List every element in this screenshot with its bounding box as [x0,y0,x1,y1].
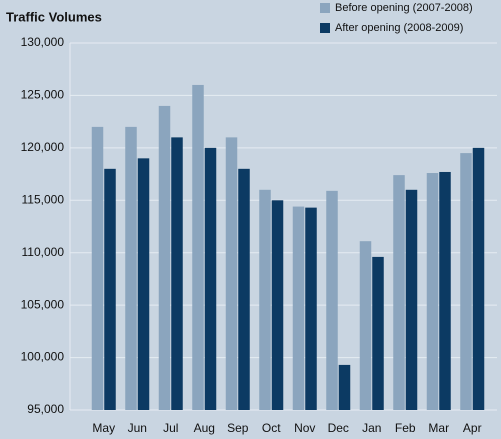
bar [271,200,284,410]
y-tick-label: 100,000 [21,350,65,364]
x-tick-label: Jan [362,421,381,435]
bar [460,153,472,410]
bar [137,158,150,410]
bar [305,207,317,410]
bar [426,173,439,410]
x-tick-label: Dec [328,421,349,435]
bar [225,137,238,410]
legend-label: Before opening (2007-2008) [335,2,473,14]
bar [171,137,183,410]
x-tick-label: Jul [163,421,178,435]
y-tick-label: 120,000 [21,140,65,154]
y-tick-label: 110,000 [22,245,65,259]
x-tick-label: Mar [428,421,449,435]
bar [204,147,217,410]
y-tick-label: 125,000 [21,88,65,102]
x-tick-label: Oct [262,421,281,435]
bar [439,171,451,410]
y-tick-label: 115,000 [22,192,65,206]
bar [91,126,104,410]
bar [359,241,372,410]
bar [259,189,271,410]
x-tick-label: Jun [128,421,147,435]
legend-label: After opening (2008-2009) [335,22,463,34]
bar [326,190,338,410]
x-tick-label: Sep [227,421,249,435]
bar [393,175,405,410]
x-tick-label: Nov [294,421,315,435]
bar [405,189,418,410]
x-tick-label: Feb [395,421,416,435]
chart-title: Traffic Volumes [6,9,102,24]
bar [158,105,171,411]
legend-swatch [320,23,330,33]
y-tick-label: 105,000 [21,297,65,311]
bar [104,168,116,410]
y-tick-label: 95,000 [27,402,64,416]
bar [125,126,137,410]
y-tick-label: 130,000 [21,35,65,49]
bar [238,168,250,410]
bar [372,256,384,410]
bar [472,147,485,410]
legend-swatch [320,3,330,13]
x-tick-label: Aug [194,421,215,435]
bar [338,364,351,410]
bar [192,84,204,410]
x-tick-label: May [92,421,115,435]
bar [292,206,305,410]
x-tick-label: Apr [463,421,482,435]
